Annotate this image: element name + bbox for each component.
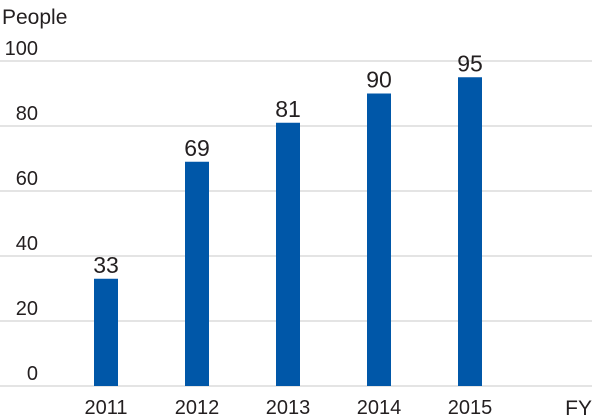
- y-tick-label: 40: [16, 233, 38, 255]
- bar: [458, 77, 482, 386]
- y-tick-labels: 0 20 40 60 80 100: [5, 38, 38, 385]
- data-label: 95: [457, 50, 483, 76]
- data-label: 90: [366, 67, 392, 93]
- y-tick-label: 80: [16, 103, 38, 125]
- x-tick-label: 2014: [357, 397, 402, 416]
- y-axis-label: People: [2, 6, 67, 29]
- x-tick-label: 2013: [266, 397, 311, 416]
- y-tick-label: 20: [16, 298, 38, 320]
- bar: [94, 278, 118, 386]
- data-label: 33: [93, 252, 119, 278]
- data-label: 69: [184, 135, 210, 161]
- x-tick-label: 2015: [448, 397, 493, 416]
- bars: [94, 77, 482, 386]
- x-axis-label: FY: [565, 397, 592, 416]
- x-tick-label: 2012: [175, 397, 220, 416]
- x-tick-label: 2011: [84, 397, 127, 416]
- y-tick-label: 60: [16, 168, 38, 190]
- bar: [185, 161, 209, 386]
- x-tick-labels: 2011 2012 2013 2014 2015: [84, 397, 492, 416]
- data-label: 81: [275, 96, 301, 122]
- y-tick-label: 0: [27, 363, 38, 385]
- y-tick-label: 100: [5, 38, 38, 60]
- bar: [367, 93, 391, 386]
- data-labels: 33 69 81 90 95: [93, 50, 483, 278]
- bar: [276, 122, 300, 386]
